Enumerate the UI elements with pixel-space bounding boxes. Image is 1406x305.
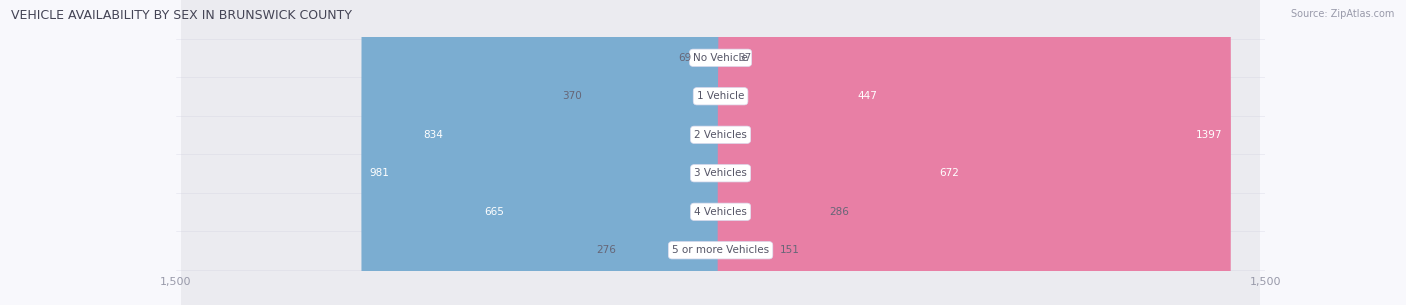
FancyBboxPatch shape bbox=[717, 0, 1230, 305]
FancyBboxPatch shape bbox=[477, 0, 724, 305]
FancyBboxPatch shape bbox=[717, 0, 827, 305]
Text: 672: 672 bbox=[939, 168, 959, 178]
Text: 5 or more Vehicles: 5 or more Vehicles bbox=[672, 245, 769, 255]
Text: 2 Vehicles: 2 Vehicles bbox=[695, 130, 747, 140]
FancyBboxPatch shape bbox=[717, 0, 779, 305]
FancyBboxPatch shape bbox=[181, 0, 1260, 305]
FancyBboxPatch shape bbox=[415, 0, 724, 305]
Text: 3 Vehicles: 3 Vehicles bbox=[695, 168, 747, 178]
FancyBboxPatch shape bbox=[361, 0, 724, 305]
FancyBboxPatch shape bbox=[181, 0, 1260, 305]
Text: 665: 665 bbox=[485, 207, 505, 217]
FancyBboxPatch shape bbox=[583, 0, 724, 305]
FancyBboxPatch shape bbox=[181, 0, 1260, 305]
FancyBboxPatch shape bbox=[181, 0, 1260, 305]
FancyBboxPatch shape bbox=[717, 0, 967, 305]
Text: 37: 37 bbox=[738, 53, 752, 63]
Text: 69: 69 bbox=[678, 53, 692, 63]
Text: 981: 981 bbox=[370, 168, 389, 178]
Text: 1 Vehicle: 1 Vehicle bbox=[697, 91, 744, 101]
FancyBboxPatch shape bbox=[693, 0, 724, 305]
FancyBboxPatch shape bbox=[617, 0, 724, 305]
Text: No Vehicle: No Vehicle bbox=[693, 53, 748, 63]
Text: 151: 151 bbox=[780, 245, 800, 255]
Text: 4 Vehicles: 4 Vehicles bbox=[695, 207, 747, 217]
FancyBboxPatch shape bbox=[181, 0, 1260, 305]
Text: VEHICLE AVAILABILITY BY SEX IN BRUNSWICK COUNTY: VEHICLE AVAILABILITY BY SEX IN BRUNSWICK… bbox=[11, 9, 353, 22]
FancyBboxPatch shape bbox=[717, 0, 737, 305]
FancyBboxPatch shape bbox=[717, 0, 886, 305]
Text: 834: 834 bbox=[423, 130, 443, 140]
Text: 447: 447 bbox=[858, 91, 877, 101]
FancyBboxPatch shape bbox=[181, 0, 1260, 305]
Text: 1397: 1397 bbox=[1197, 130, 1223, 140]
Text: Source: ZipAtlas.com: Source: ZipAtlas.com bbox=[1291, 9, 1395, 19]
Text: 286: 286 bbox=[828, 207, 849, 217]
Text: 276: 276 bbox=[596, 245, 616, 255]
Text: 370: 370 bbox=[562, 91, 582, 101]
